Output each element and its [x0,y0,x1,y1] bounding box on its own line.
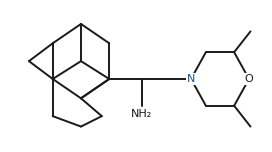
Text: O: O [245,74,254,84]
Text: NH₂: NH₂ [131,109,153,119]
Text: N: N [187,74,195,84]
